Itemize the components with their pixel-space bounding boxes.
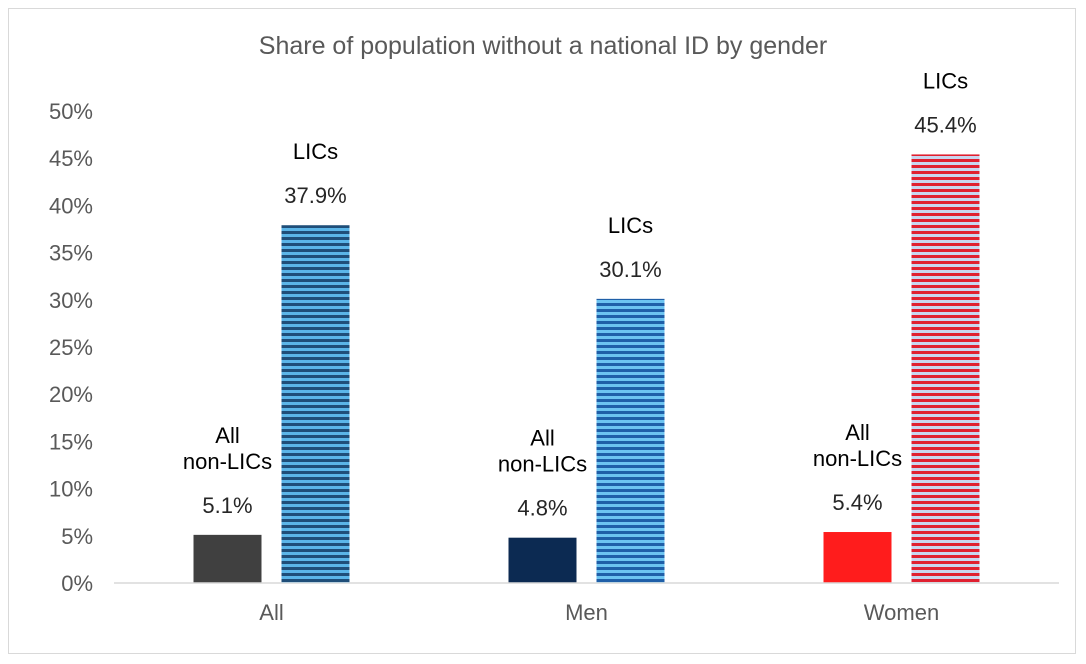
series-label: LICs <box>293 139 338 164</box>
y-tick-label: 0% <box>61 571 93 596</box>
bar-lics <box>596 298 665 583</box>
chart-title: Share of population without a national I… <box>259 32 827 60</box>
y-axis: 0% 5% 10% 15% 20% 25% 30% 35% 40% 45% 50% <box>49 99 93 596</box>
y-tick-label: 50% <box>49 99 93 124</box>
data-label: 4.8% <box>517 496 567 521</box>
series-label: All <box>845 420 869 445</box>
data-label: 30.1% <box>599 257 661 282</box>
data-label: 5.1% <box>202 493 252 518</box>
x-category-label: All <box>259 600 283 625</box>
y-tick-label: 40% <box>49 193 93 218</box>
y-tick-label: 30% <box>49 288 93 313</box>
series-label: LICs <box>923 68 968 93</box>
series-label: LICs <box>608 213 653 238</box>
data-label: 5.4% <box>832 490 882 515</box>
bar-non-lics <box>823 532 892 583</box>
bars <box>193 154 980 583</box>
x-category-label: Men <box>565 600 608 625</box>
data-label: 45.4% <box>914 112 976 137</box>
data-labels: 5.1%non-LICsAll37.9%LICs4.8%non-LICsAll3… <box>183 68 977 520</box>
y-tick-label: 15% <box>49 429 93 454</box>
y-tick-label: 5% <box>61 524 93 549</box>
bar-lics <box>911 154 980 583</box>
y-tick-label: 45% <box>49 146 93 171</box>
bar-chart: Share of population without a national I… <box>49 32 1059 625</box>
series-label: All <box>215 423 239 448</box>
y-tick-label: 20% <box>49 382 93 407</box>
bar-non-lics <box>193 534 262 583</box>
series-label: All <box>530 426 554 451</box>
series-label: non-LICs <box>813 446 902 471</box>
y-tick-label: 10% <box>49 477 93 502</box>
y-tick-label: 35% <box>49 241 93 266</box>
series-label: non-LICs <box>498 452 587 477</box>
bar-non-lics <box>508 537 577 583</box>
x-category-label: Women <box>864 600 939 625</box>
x-axis: All Men Women <box>114 582 1059 625</box>
y-tick-label: 25% <box>49 335 93 360</box>
data-label: 37.9% <box>284 183 346 208</box>
chart-frame: Share of population without a national I… <box>8 8 1076 654</box>
series-label: non-LICs <box>183 449 272 474</box>
bar-lics <box>281 225 350 583</box>
